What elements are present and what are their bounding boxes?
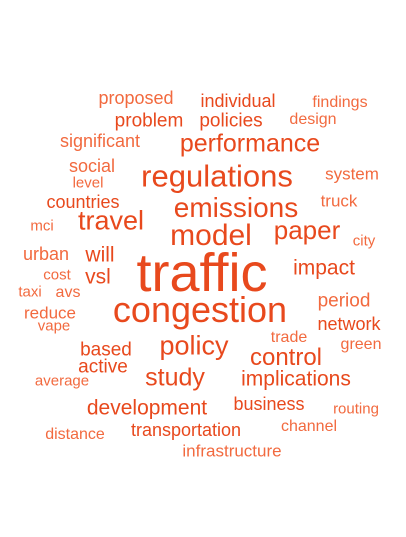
word-avs: avs xyxy=(55,284,81,301)
word-mci: mci xyxy=(30,217,54,235)
word-policy: policy xyxy=(159,330,229,361)
word-vsl: vsl xyxy=(85,265,111,289)
word-countries: countries xyxy=(46,192,120,212)
word-green: green xyxy=(340,336,382,353)
word-significant: significant xyxy=(59,131,141,151)
word-will: will xyxy=(85,243,115,267)
word-emissions: emissions xyxy=(173,192,299,223)
word-transportation: transportation xyxy=(130,420,242,440)
word-proposed: proposed xyxy=(98,88,174,108)
word-city: city xyxy=(352,232,376,250)
word-impact: impact xyxy=(293,256,355,280)
word-individual: individual xyxy=(200,91,276,111)
word-social: social xyxy=(68,156,116,176)
word-vape: vape xyxy=(37,317,71,335)
word-paper: paper xyxy=(273,215,341,245)
word-findings: findings xyxy=(312,94,368,111)
word-problem: problem xyxy=(114,110,184,132)
word-truck: truck xyxy=(320,191,358,211)
word-infrastructure: infrastructure xyxy=(182,441,282,461)
word-routing: routing xyxy=(333,400,379,418)
word-control: control xyxy=(249,344,323,371)
word-distance: distance xyxy=(45,426,105,443)
word-level: level xyxy=(72,174,104,192)
word-travel: travel xyxy=(77,205,145,236)
word-taxi: taxi xyxy=(18,283,42,301)
word-urban: urban xyxy=(22,244,70,264)
word-reduce: reduce xyxy=(24,303,76,323)
word-average: average xyxy=(34,372,90,390)
word-development: development xyxy=(86,396,208,420)
word-business: business xyxy=(233,394,305,414)
word-regulations: regulations xyxy=(141,158,293,194)
word-study: study xyxy=(145,363,205,392)
word-model: model xyxy=(170,219,252,252)
word-policies: policies xyxy=(199,110,263,132)
word-system: system xyxy=(325,164,379,184)
word-performance: performance xyxy=(179,129,321,158)
word-trade: trade xyxy=(270,329,308,346)
word-design: design xyxy=(289,111,337,128)
word-based: based xyxy=(80,339,132,361)
word-congestion: congestion xyxy=(112,289,288,330)
word-traffic: traffic xyxy=(136,243,268,303)
word-network: network xyxy=(317,314,381,334)
word-period: period xyxy=(317,290,371,312)
word-implications: implications xyxy=(241,367,351,391)
word-channel: channel xyxy=(280,418,338,435)
word-cost: cost xyxy=(43,266,71,284)
word-active: active xyxy=(78,356,128,378)
